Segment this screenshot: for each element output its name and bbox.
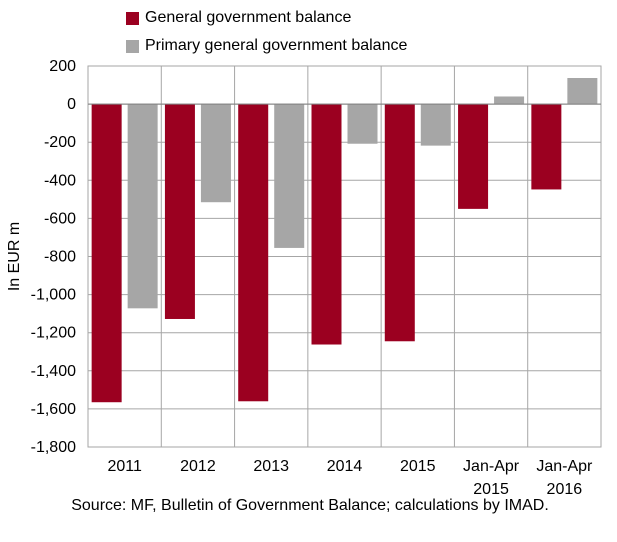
bar-primary-2 [274, 104, 305, 248]
x-tick-label: Jan-Apr [536, 458, 593, 475]
legend-item-general-balance: General government balance [126, 4, 407, 32]
legend-item-primary-balance: Primary general government balance [126, 32, 407, 60]
y-tick-label: -1,200 [31, 325, 76, 342]
x-tick-label: 2015 [473, 481, 509, 495]
legend-swatch-general-balance [126, 11, 139, 25]
bar-primary-4 [420, 104, 451, 146]
bar-general-1 [164, 104, 195, 319]
y-tick-label: -200 [44, 134, 76, 151]
legend-label-primary-balance: Primary general government balance [145, 37, 408, 54]
y-tick-label: -1,400 [31, 363, 76, 380]
bar-chart: 200 0 -200 -400 -600 -800 -1,000 -1,200 -1,400 -1… [6, 58, 602, 495]
y-tick-label: -800 [44, 249, 76, 266]
x-tick-label: 2016 [547, 481, 583, 495]
legend-swatch-primary-balance [126, 39, 139, 53]
bar-primary-5 [494, 96, 525, 105]
x-tick-label: 2015 [400, 458, 436, 475]
x-tick-label: 2013 [253, 458, 289, 475]
y-tick-label: 0 [67, 96, 76, 113]
y-tick-label: -600 [44, 210, 76, 227]
y-tick-label: -1,000 [31, 287, 76, 304]
bar-primary-6 [567, 78, 598, 105]
bar-general-5 [458, 104, 489, 209]
x-tick-label: Jan-Apr [463, 458, 520, 475]
bar-general-4 [384, 104, 415, 342]
source-note: Source: MF, Bulletin of Government Balan… [71, 497, 549, 514]
bar-general-3 [311, 104, 342, 345]
bar-primary-3 [347, 104, 378, 144]
x-tick-label: 2014 [327, 458, 363, 475]
bar-general-0 [91, 104, 122, 403]
bar-general-2 [238, 104, 269, 402]
x-tick-label: 2012 [180, 458, 216, 475]
bar-primary-0 [127, 104, 158, 309]
y-tick-label: -1,600 [31, 401, 76, 418]
bar-primary-1 [200, 104, 231, 203]
y-tick-label: 200 [49, 58, 76, 75]
legend-label-general-balance: General government balance [145, 9, 352, 26]
y-tick-label: -1,800 [31, 439, 76, 456]
x-tick-label: 2011 [107, 458, 142, 475]
legend: General government balance Primary gener… [126, 4, 407, 60]
y-axis-title: In EUR m [6, 222, 23, 291]
y-tick-label: -400 [44, 172, 76, 189]
bar-general-6 [531, 104, 562, 190]
